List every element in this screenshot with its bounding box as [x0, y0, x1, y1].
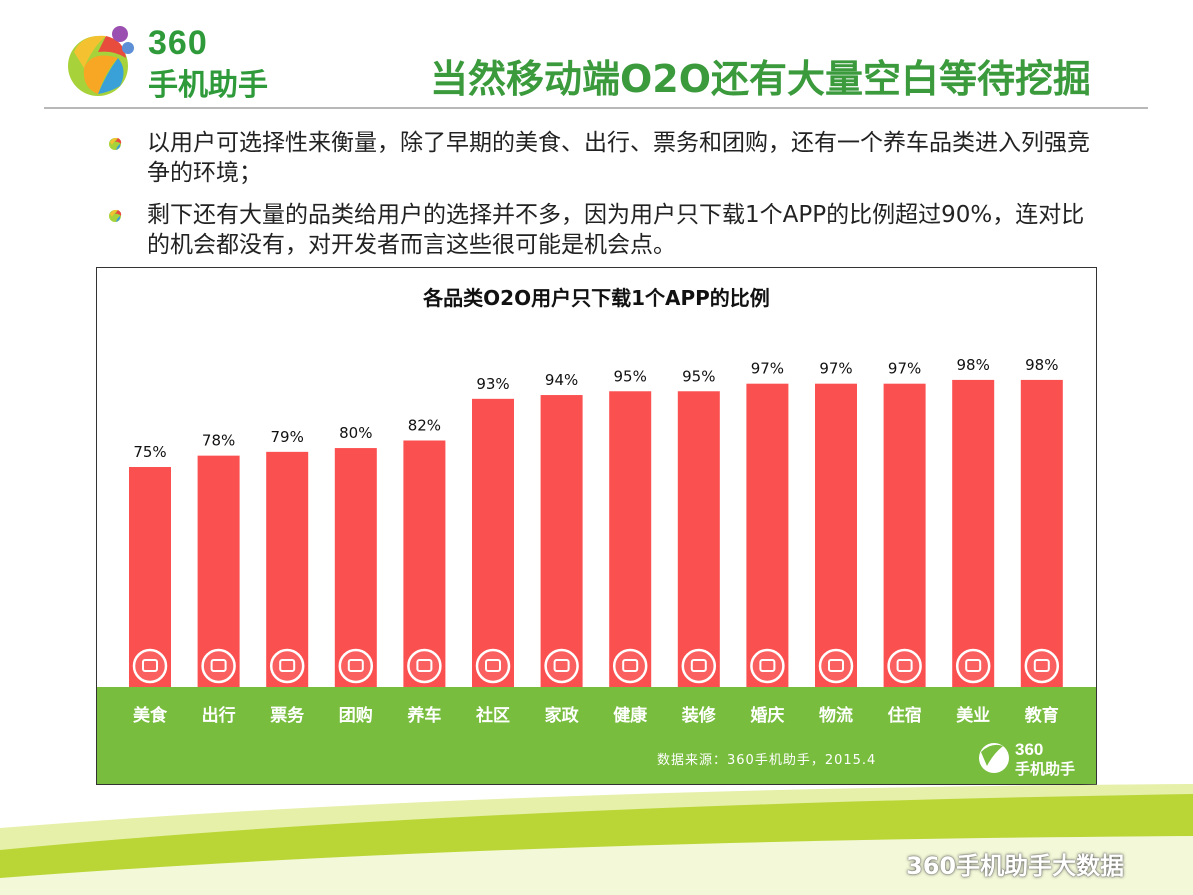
value-label: 78%: [202, 432, 235, 450]
bar-健康: [609, 391, 652, 687]
app-logo: 360 手机助手: [62, 22, 292, 103]
heart-pulse-icon: [612, 648, 648, 684]
car-icon: [201, 648, 236, 684]
beauty-icon: [955, 648, 991, 684]
ticket-icon: [269, 648, 305, 684]
category-label: 物流: [819, 705, 853, 726]
chart-title: 各品类O2O用户只下载1个APP的比例: [423, 286, 770, 310]
bar-家政: [540, 395, 583, 687]
value-label: 97%: [819, 360, 852, 378]
bar-婚庆: [746, 383, 789, 687]
header-divider: [44, 107, 1148, 109]
data-source-note: 数据来源：360手机助手，2015.4: [657, 753, 876, 768]
value-label: 95%: [614, 367, 647, 385]
watermark: 360手机助手大数据: [906, 852, 1125, 880]
paint-roller-icon: [681, 648, 717, 684]
chart-logo-360: 360: [1015, 740, 1043, 759]
bar-团购: [334, 448, 377, 687]
food-icon: [132, 648, 168, 684]
bar-教育: [1020, 379, 1063, 687]
bar-住宿: [883, 383, 926, 687]
category-label: 美业: [956, 705, 990, 726]
category-label: 健康: [613, 705, 648, 726]
bar-装修: [677, 391, 720, 687]
home-icon: [475, 648, 511, 684]
category-label: 社区: [475, 705, 510, 726]
chart-logo-text: 手机助手: [1015, 760, 1075, 778]
page-title: 当然移动端O2O还有大量空白等待挖掘: [430, 57, 1092, 101]
bar-chart: 75% 78% 79% 80% 82% 93% 94% 95% 95% 97% 97% 97% 98% 9…: [97, 356, 1096, 784]
education-icon: [1024, 648, 1060, 684]
bullet-logo-icon: [109, 137, 122, 150]
vacuum-icon: [544, 648, 579, 684]
bar-票务: [266, 451, 309, 687]
value-label: 93%: [476, 375, 509, 393]
value-label: 97%: [751, 360, 784, 378]
bar-美业: [952, 379, 995, 687]
logo-text-360: 360: [148, 24, 208, 62]
package-icon: [818, 648, 854, 684]
car-service-icon: [407, 648, 442, 684]
bullet-item: 以用户可选择性来衡量，除了早期的美食、出行、票务和团购，还有一个养车品类进入列强…: [107, 128, 1107, 190]
category-label: 婚庆: [750, 705, 784, 726]
value-label: 95%: [682, 367, 715, 385]
wedding-icon: [750, 648, 785, 684]
category-label: 美食: [133, 705, 168, 726]
category-label: 教育: [1024, 705, 1059, 726]
value-label: 98%: [957, 356, 990, 374]
category-label: 票务: [270, 705, 305, 726]
logo-text-assistant: 手机助手: [148, 68, 268, 103]
category-label: 住宿: [888, 705, 922, 726]
category-label: 团购: [339, 705, 373, 726]
category-label: 家政: [545, 705, 580, 726]
bottom-swoosh: [0, 784, 1193, 895]
bar-社区: [472, 398, 514, 687]
category-label: 养车: [406, 705, 441, 726]
category-label: 装修: [681, 705, 717, 726]
value-label: 75%: [133, 443, 166, 461]
value-label: 80%: [339, 424, 372, 442]
category-label: 出行: [202, 705, 236, 726]
value-label: 97%: [888, 360, 921, 378]
bullet-text: 剩下还有大量的品类给用户的选择并不多，因为用户只下载1个APP的比例超过90%，…: [147, 202, 1085, 258]
shopping-cart-icon: [338, 648, 374, 684]
bar-出行: [197, 455, 240, 687]
logo-ball-icon: [68, 26, 134, 96]
category-band: [97, 687, 1096, 784]
bullet-logo-icon: [109, 209, 122, 222]
value-label: 79%: [271, 428, 304, 446]
bar-物流: [815, 383, 857, 687]
chart-logo: 360 手机助手: [979, 740, 1075, 778]
value-label: 98%: [1025, 356, 1058, 374]
bar-养车: [403, 440, 446, 687]
value-label: 94%: [545, 371, 578, 389]
bullet-item: 剩下还有大量的品类给用户的选择并不多，因为用户只下载1个APP的比例超过90%，…: [107, 200, 1107, 262]
bed-icon: [887, 648, 922, 684]
bullet-text: 以用户可选择性来衡量，除了早期的美食、出行、票务和团购，还有一个养车品类进入列强…: [147, 130, 1090, 186]
value-label: 82%: [408, 416, 441, 434]
chart-container: 各品类O2O用户只下载1个APP的比例 75% 78% 79% 80% 82% 93% 94…: [96, 267, 1097, 785]
